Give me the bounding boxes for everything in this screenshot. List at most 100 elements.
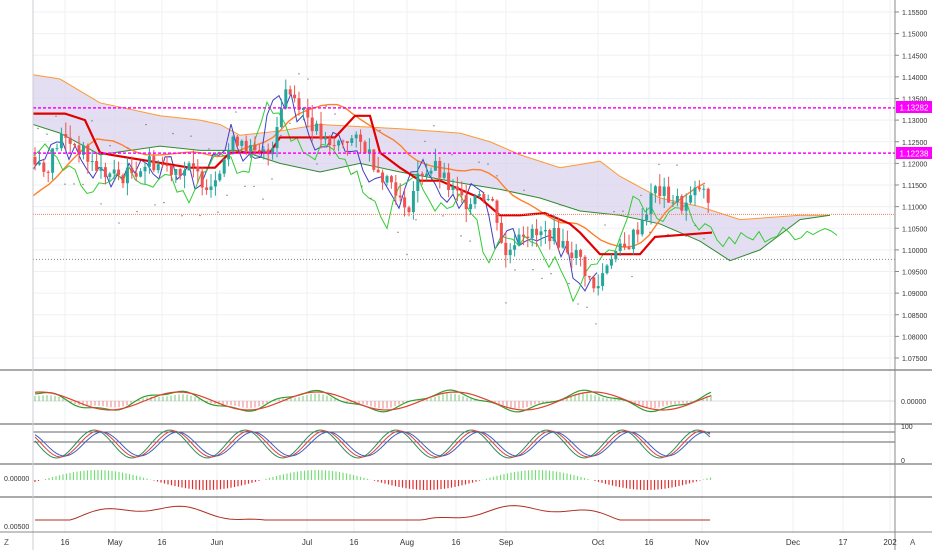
candle[interactable] xyxy=(231,135,235,155)
candle[interactable] xyxy=(222,158,226,177)
candle[interactable] xyxy=(332,137,336,150)
candle[interactable] xyxy=(495,199,499,231)
candle[interactable] xyxy=(240,139,244,151)
candle[interactable] xyxy=(601,263,605,291)
candle[interactable] xyxy=(306,98,310,128)
candle[interactable] xyxy=(288,85,292,95)
candle[interactable] xyxy=(284,79,288,110)
candle[interactable] xyxy=(640,208,644,237)
candle[interactable] xyxy=(213,171,217,196)
candle[interactable] xyxy=(319,111,323,149)
candle[interactable] xyxy=(68,125,72,155)
candle[interactable] xyxy=(271,141,275,160)
candle[interactable] xyxy=(543,220,547,245)
candle[interactable] xyxy=(134,161,138,182)
candle[interactable] xyxy=(473,193,477,209)
candle[interactable] xyxy=(416,161,420,203)
candle[interactable] xyxy=(702,185,706,199)
candle[interactable] xyxy=(337,139,341,152)
candle[interactable] xyxy=(354,131,358,148)
candle[interactable] xyxy=(627,234,631,251)
candle[interactable] xyxy=(649,183,653,225)
candle[interactable] xyxy=(403,188,407,217)
candle[interactable] xyxy=(275,116,279,158)
candle[interactable] xyxy=(59,127,63,152)
candle[interactable] xyxy=(411,181,415,220)
candle[interactable] xyxy=(671,194,675,208)
candle[interactable] xyxy=(513,233,517,257)
candle[interactable] xyxy=(315,120,319,136)
candle[interactable] xyxy=(645,207,649,226)
candle[interactable] xyxy=(345,141,349,156)
candle[interactable] xyxy=(429,167,433,178)
candle[interactable] xyxy=(389,174,393,189)
candle[interactable] xyxy=(438,156,442,189)
candle[interactable] xyxy=(455,176,459,202)
candle[interactable] xyxy=(693,180,697,206)
auto-scale-button[interactable]: A xyxy=(910,538,916,547)
candlestick-series[interactable] xyxy=(33,79,710,296)
candle[interactable] xyxy=(249,139,253,158)
candle[interactable] xyxy=(266,143,270,166)
candle[interactable] xyxy=(200,167,204,196)
candle[interactable] xyxy=(381,169,385,190)
candle[interactable] xyxy=(293,85,297,103)
candle[interactable] xyxy=(376,156,380,173)
candle[interactable] xyxy=(548,228,552,250)
candle[interactable] xyxy=(442,162,446,181)
candle[interactable] xyxy=(99,154,103,179)
candle[interactable] xyxy=(279,98,283,129)
candle[interactable] xyxy=(623,232,627,251)
candle[interactable] xyxy=(81,141,85,160)
candle[interactable] xyxy=(55,143,59,152)
candle[interactable] xyxy=(244,135,248,156)
candle[interactable] xyxy=(609,254,613,270)
candle[interactable] xyxy=(675,188,679,207)
candle[interactable] xyxy=(680,194,684,215)
candle[interactable] xyxy=(486,194,490,202)
candle[interactable] xyxy=(579,248,583,267)
candle[interactable] xyxy=(310,105,314,142)
candle[interactable] xyxy=(367,138,371,162)
candle[interactable] xyxy=(605,263,609,275)
candle[interactable] xyxy=(557,217,561,252)
candle[interactable] xyxy=(570,241,574,269)
candle[interactable] xyxy=(504,231,508,268)
candle[interactable] xyxy=(218,170,222,182)
candle[interactable] xyxy=(156,160,160,174)
candle[interactable] xyxy=(121,173,125,189)
candle[interactable] xyxy=(499,216,503,244)
candle[interactable] xyxy=(565,230,569,255)
candle[interactable] xyxy=(574,243,578,265)
candle[interactable] xyxy=(227,143,231,167)
candle[interactable] xyxy=(90,150,94,171)
candle[interactable] xyxy=(697,180,701,192)
candle[interactable] xyxy=(253,136,257,155)
candle[interactable] xyxy=(706,187,710,213)
candle[interactable] xyxy=(662,177,666,209)
candle[interactable] xyxy=(587,275,591,280)
candle[interactable] xyxy=(183,161,187,189)
candle[interactable] xyxy=(469,198,473,215)
candle[interactable] xyxy=(112,159,116,181)
candle[interactable] xyxy=(209,174,213,198)
candle[interactable] xyxy=(618,238,622,257)
candle[interactable] xyxy=(328,135,332,156)
candle[interactable] xyxy=(552,215,556,245)
candle[interactable] xyxy=(482,191,486,204)
candle[interactable] xyxy=(539,226,543,247)
candle[interactable] xyxy=(103,162,107,185)
candle[interactable] xyxy=(161,156,165,168)
candle[interactable] xyxy=(64,122,68,151)
candle[interactable] xyxy=(447,163,451,198)
candle[interactable] xyxy=(86,143,90,174)
candle[interactable] xyxy=(614,250,618,263)
candle[interactable] xyxy=(583,255,587,287)
candle[interactable] xyxy=(178,167,182,180)
candle[interactable] xyxy=(425,163,429,181)
candle[interactable] xyxy=(359,129,363,153)
candle[interactable] xyxy=(491,196,495,202)
candle[interactable] xyxy=(684,193,688,221)
candle[interactable] xyxy=(297,91,301,116)
